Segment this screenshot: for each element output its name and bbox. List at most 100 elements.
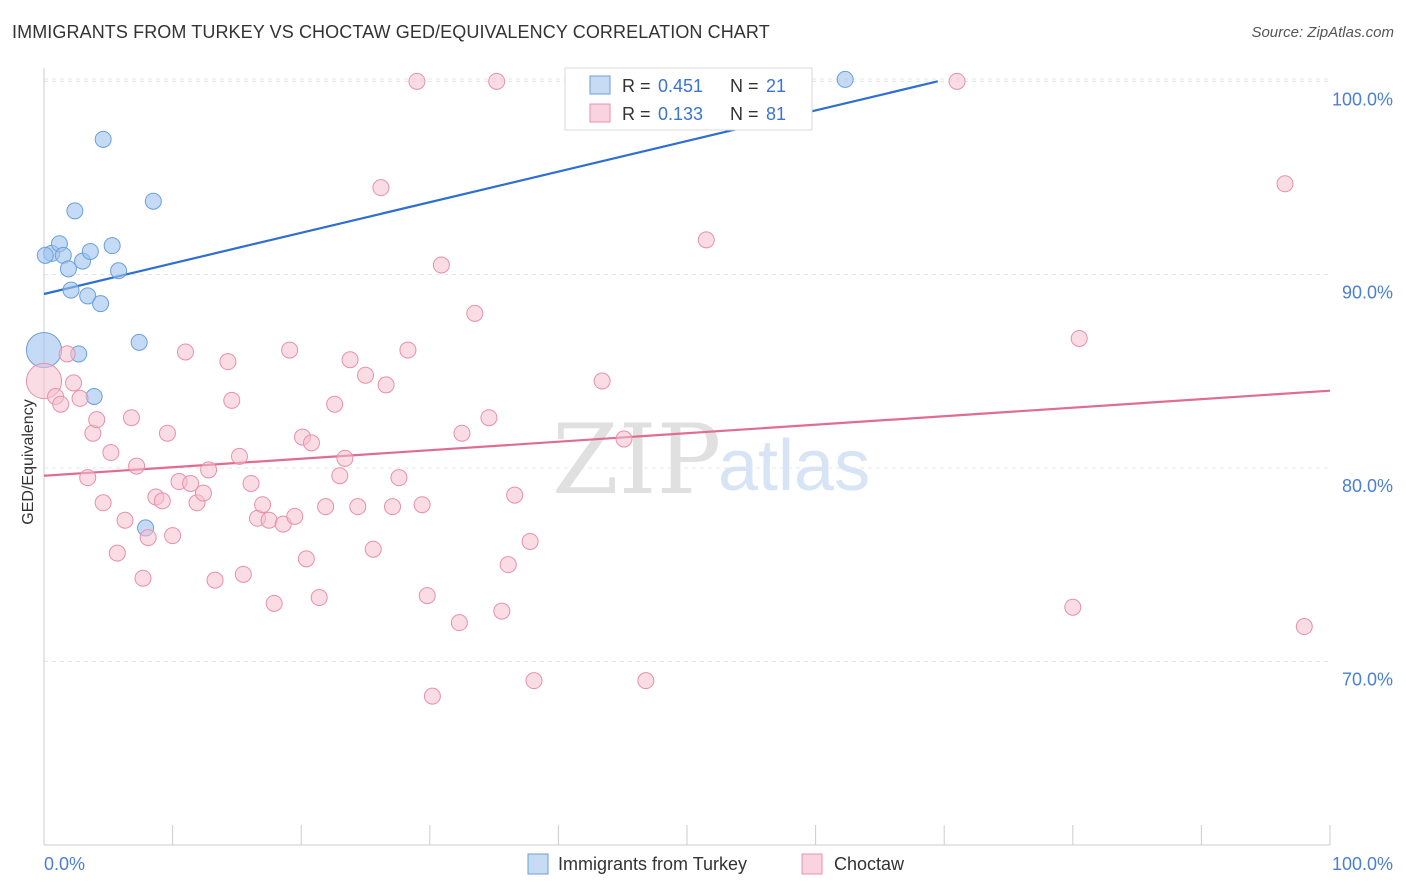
point-choctaw	[615, 430, 633, 448]
stats-r-label-choctaw: R =	[622, 104, 651, 124]
point-choctaw	[200, 461, 218, 479]
point-choctaw	[521, 532, 539, 550]
point-choctaw	[164, 527, 182, 545]
point-choctaw	[948, 72, 966, 90]
data-points	[25, 70, 1313, 705]
point-turkey	[836, 70, 854, 88]
point-choctaw	[122, 409, 140, 427]
point-choctaw	[116, 511, 134, 529]
point-choctaw	[88, 411, 106, 429]
point-choctaw	[408, 72, 426, 90]
point-choctaw	[58, 345, 76, 363]
point-choctaw	[1295, 618, 1313, 636]
y-tick-label: 90.0%	[1342, 283, 1393, 303]
legend-label-choctaw: Choctaw	[834, 854, 905, 874]
legend-swatch-turkey	[527, 853, 549, 875]
watermark-zip: ZIP	[552, 404, 721, 516]
point-choctaw	[260, 511, 278, 529]
point-choctaw	[1064, 598, 1082, 616]
point-choctaw	[377, 376, 395, 394]
point-choctaw	[390, 469, 408, 487]
watermark-atlas: atlas	[718, 426, 870, 506]
point-choctaw	[466, 304, 484, 322]
axes	[43, 68, 1331, 846]
point-choctaw	[310, 589, 328, 607]
y-tick-labels: 70.0% 80.0% 90.0% 100.0%	[1332, 89, 1393, 689]
point-choctaw	[206, 571, 224, 589]
point-turkey	[94, 130, 112, 148]
point-choctaw	[364, 540, 382, 558]
point-choctaw	[637, 672, 655, 690]
point-choctaw	[593, 372, 611, 390]
legend-label-turkey: Immigrants from Turkey	[558, 854, 747, 874]
point-choctaw	[281, 341, 299, 359]
point-choctaw	[423, 687, 441, 705]
source-credit: Source: ZipAtlas.com	[1251, 24, 1394, 41]
point-choctaw	[234, 565, 252, 583]
point-turkey	[85, 387, 103, 405]
point-choctaw	[158, 424, 176, 442]
point-choctaw	[182, 474, 200, 492]
point-turkey	[110, 262, 128, 280]
point-choctaw	[230, 447, 248, 465]
point-choctaw	[223, 391, 241, 409]
stats-r-value-turkey: 0.451	[658, 76, 703, 96]
point-choctaw	[65, 374, 83, 392]
point-choctaw	[450, 614, 468, 632]
point-choctaw	[286, 507, 304, 525]
stats-r-value-choctaw: 0.133	[658, 104, 703, 124]
point-choctaw	[336, 449, 354, 467]
point-choctaw	[108, 544, 126, 562]
point-choctaw	[265, 594, 283, 612]
point-choctaw	[372, 179, 390, 197]
point-choctaw	[139, 529, 157, 547]
point-choctaw	[254, 496, 272, 514]
stats-box: R = 0.451 N = 21 R = 0.133 N = 81	[564, 67, 813, 131]
stats-swatch-turkey	[589, 75, 611, 95]
point-turkey	[25, 331, 63, 369]
stats-n-value-choctaw: 81	[766, 104, 786, 124]
point-choctaw	[399, 341, 417, 359]
point-choctaw	[697, 231, 715, 249]
legend-swatch-choctaw	[801, 853, 823, 875]
point-turkey	[81, 242, 99, 260]
point-choctaw	[134, 569, 152, 587]
point-choctaw	[480, 409, 498, 427]
point-turkey	[79, 287, 97, 305]
point-choctaw	[499, 556, 517, 574]
y-tick-label: 70.0%	[1342, 669, 1393, 689]
x-tick-labels: 0.0% 100.0%	[44, 854, 1393, 874]
point-turkey	[144, 192, 162, 210]
point-choctaw	[331, 467, 349, 485]
point-turkey	[92, 295, 110, 313]
legend: Immigrants from Turkey Choctaw	[527, 853, 905, 875]
point-choctaw	[349, 498, 367, 516]
point-choctaw	[219, 353, 237, 371]
point-choctaw	[326, 395, 344, 413]
trend-line-choctaw	[43, 389, 1331, 477]
point-choctaw	[1070, 329, 1088, 347]
x-tick-label: 100.0%	[1332, 854, 1393, 874]
stats-r-label-turkey: R =	[622, 76, 651, 96]
point-choctaw	[506, 486, 524, 504]
point-choctaw	[71, 389, 89, 407]
point-choctaw	[153, 492, 171, 510]
point-choctaw	[52, 395, 70, 413]
point-choctaw	[94, 494, 112, 512]
point-choctaw	[128, 457, 146, 475]
x-tick-label: 0.0%	[44, 854, 85, 874]
point-choctaw	[357, 366, 374, 384]
point-choctaw	[453, 424, 471, 442]
watermark: ZIP atlas	[552, 404, 870, 516]
point-choctaw	[341, 351, 359, 369]
point-choctaw	[413, 496, 431, 514]
point-choctaw	[384, 498, 402, 516]
point-choctaw	[418, 587, 436, 605]
point-choctaw	[79, 469, 97, 487]
stats-n-label-choctaw: N =	[730, 104, 759, 124]
y-tick-label: 100.0%	[1332, 89, 1393, 109]
stats-n-value-turkey: 21	[766, 76, 786, 96]
point-choctaw	[242, 474, 260, 492]
point-turkey	[130, 333, 148, 351]
